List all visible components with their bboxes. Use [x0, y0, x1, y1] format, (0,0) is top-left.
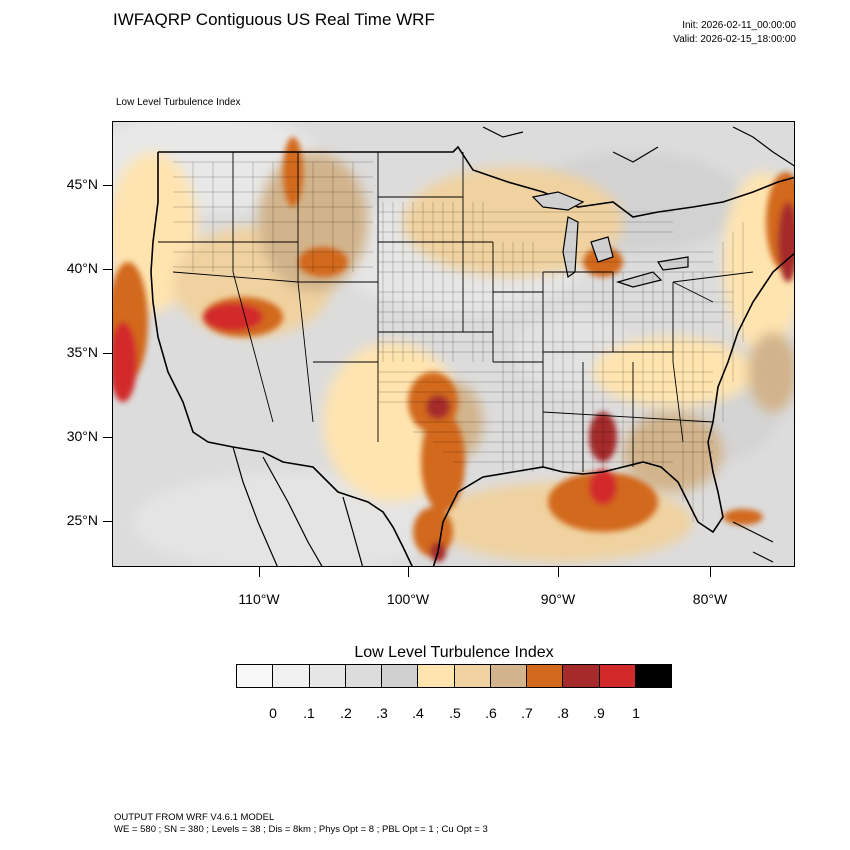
great-lakes [531, 191, 689, 288]
colorbar-label: .6 [485, 705, 497, 721]
colorbar-label: 0 [269, 705, 277, 721]
lat-label-25: 25°N [66, 512, 98, 528]
colorbar-box-11 [635, 665, 671, 687]
colorbar-box-2 [309, 665, 346, 687]
colorbar-title: Low Level Turbulence Index [354, 644, 554, 661]
colorbar-box-9 [563, 665, 600, 687]
model-info: OUTPUT FROM WRF V4.6.1 MODEL [114, 812, 275, 823]
map-title: IWFAQRP Contiguous US Real Time WRF [113, 10, 435, 29]
lon-label-90w: 90°W [540, 591, 576, 607]
valid-time: Valid: 2026-02-15_18:00:00 [673, 34, 796, 45]
colorbar-label: 1 [632, 705, 640, 721]
colorbar-box-5 [418, 665, 455, 687]
lat-label-45: 45°N [66, 176, 98, 192]
colorbar-box-0 [237, 665, 274, 687]
turbulence-map [112, 121, 795, 567]
colorbar-label: .7 [521, 705, 533, 721]
colorbar-label: .5 [449, 705, 461, 721]
colorbar-box-7 [490, 665, 527, 687]
init-time: Init: 2026-02-11_00:00:00 [682, 20, 796, 31]
lat-tick [103, 521, 112, 522]
model-params: WE = 580 ; SN = 380 ; Levels = 38 ; Dis … [114, 824, 488, 835]
lat-tick [103, 269, 112, 270]
coastlines [232, 126, 794, 566]
colorbar-label: .1 [303, 705, 315, 721]
colorbar-box-1 [273, 665, 310, 687]
lon-tick [259, 567, 260, 577]
lat-label-30: 30°N [66, 428, 98, 444]
colorbar [236, 664, 672, 688]
colorbar-box-6 [454, 665, 491, 687]
colorbar-label: .2 [340, 705, 352, 721]
county-boundaries [173, 161, 744, 522]
colorbar-box-10 [599, 665, 636, 687]
lon-label-110w: 110°W [238, 591, 280, 607]
lat-tick [103, 437, 112, 438]
lon-label-80w: 80°W [692, 591, 728, 607]
lon-label-100w: 100°W [386, 591, 430, 607]
high-turbulence-zones [113, 137, 794, 562]
plot-label: Low Level Turbulence Index [116, 97, 241, 108]
colorbar-box-8 [527, 665, 564, 687]
lat-tick [103, 353, 112, 354]
colorbar-box-3 [345, 665, 382, 687]
lat-label-35: 35°N [66, 344, 98, 360]
map-graphic [113, 122, 794, 566]
lon-tick [408, 567, 409, 577]
colorbar-label: .9 [593, 705, 605, 721]
colorbar-label: .4 [412, 705, 424, 721]
colorbar-label: .8 [557, 705, 569, 721]
colorbar-box-4 [382, 665, 419, 687]
lon-tick [558, 567, 559, 577]
lat-label-40: 40°N [66, 260, 98, 276]
colorbar-label: .3 [376, 705, 388, 721]
lon-tick [710, 567, 711, 577]
lat-tick [103, 185, 112, 186]
